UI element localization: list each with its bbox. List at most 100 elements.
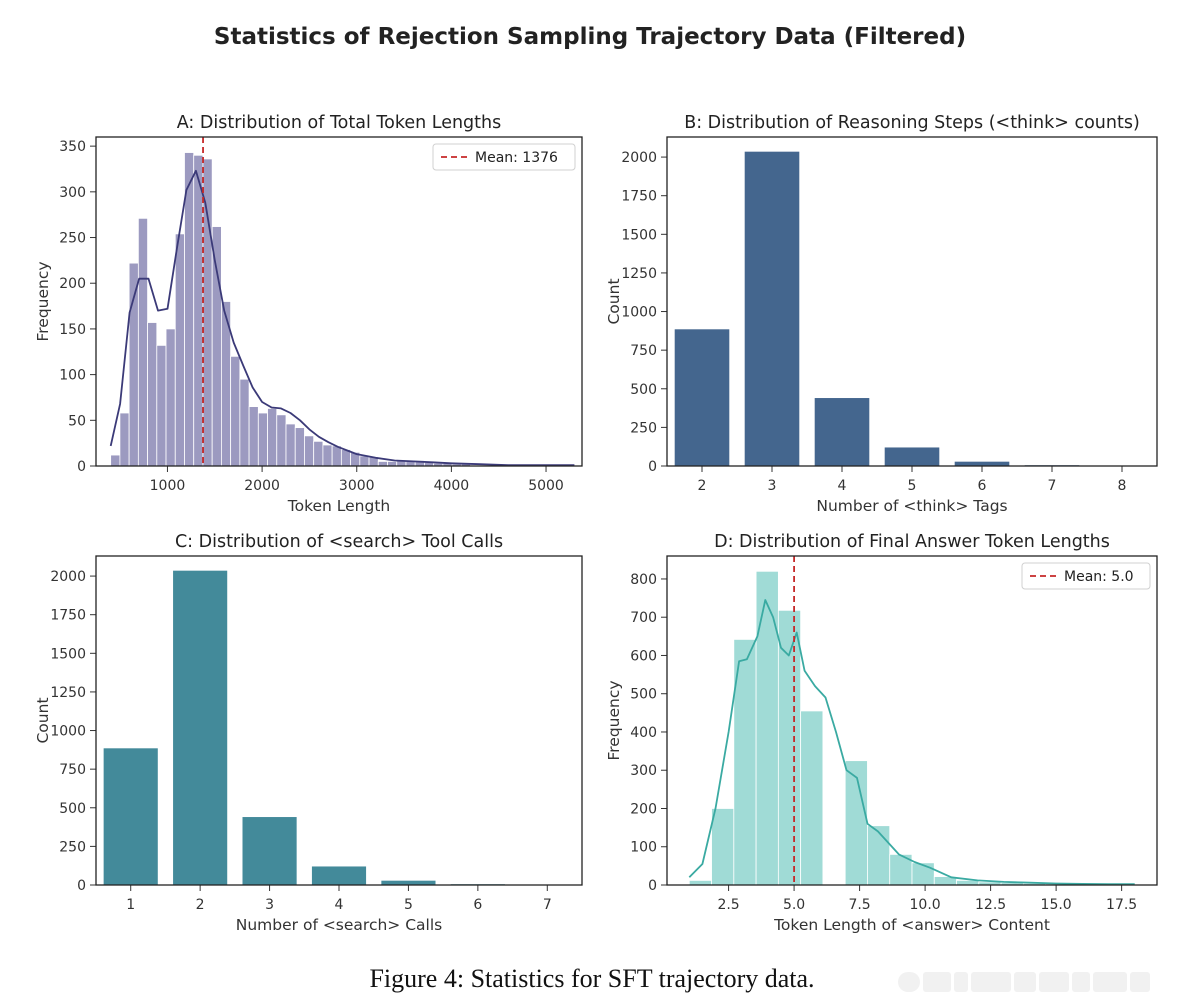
- histogram-bar: [276, 414, 287, 467]
- histogram-bar: [285, 423, 296, 467]
- y-axis-label: Frequency: [605, 680, 623, 760]
- x-tick-label: 6: [978, 478, 987, 494]
- y-tick-label: 250: [59, 231, 86, 247]
- chart-panel-d: Mean: 5.0 2.5 5.0 7.5 10.0 12.5 15.0 17.5 0 100 20…: [605, 532, 1180, 934]
- x-tick-label: 4: [838, 478, 847, 494]
- y-axis-label: Count: [605, 278, 623, 324]
- y-tick-label: 400: [630, 725, 657, 741]
- axes-frame: [666, 136, 1158, 467]
- histogram-bar: [867, 825, 891, 886]
- y-tick-label: 100: [59, 368, 86, 384]
- histogram-bar: [202, 158, 213, 467]
- x-tick-label: 7: [543, 897, 552, 913]
- x-tick-label: 5.0: [783, 897, 805, 913]
- axes-frame: [95, 555, 583, 886]
- y-tick-label: 200: [59, 276, 86, 292]
- histogram-bar: [174, 233, 185, 467]
- y-tick-label: 1500: [621, 227, 657, 243]
- x-tick-label: 3000: [339, 478, 375, 494]
- y-tick-label: 1500: [50, 646, 86, 662]
- histogram-bar: [844, 760, 868, 886]
- bar: [884, 447, 940, 466]
- histogram-bar: [165, 328, 176, 467]
- x-tick-label: 7: [1048, 478, 1057, 494]
- x-tick-label: 3: [265, 897, 274, 913]
- figure-caption: Figure 4: Statistics for SFT trajectory …: [369, 964, 815, 993]
- x-tick-label: 10.0: [910, 897, 941, 913]
- chart-panel-b: 2 3 4 5 6 7 8 0 250 500 750 1000 1250 1500 1750 2000 B: …: [605, 113, 1158, 515]
- histogram-bar: [377, 461, 388, 467]
- y-tick-label: 0: [648, 459, 657, 475]
- histogram-bar: [294, 427, 305, 467]
- x-tick-label: 15.0: [1041, 897, 1072, 913]
- x-tick-label: 4000: [434, 478, 470, 494]
- y-tick-label: 0: [77, 459, 86, 475]
- x-axis-label: Number of <think> Tags: [816, 497, 1007, 515]
- histogram-bar: [248, 406, 259, 467]
- y-tick-label: 500: [59, 801, 86, 817]
- histogram-bar: [755, 570, 779, 886]
- axes-frame: [666, 555, 1158, 886]
- axes-frame: [95, 136, 583, 467]
- y-tick-label: 500: [630, 382, 657, 398]
- watermark-placeholder: [898, 972, 1168, 994]
- y-tick-label: 500: [630, 687, 657, 703]
- bar: [954, 461, 1010, 466]
- histogram-bar: [304, 435, 315, 467]
- histogram-bar: [193, 154, 204, 467]
- y-tick-label: 250: [630, 420, 657, 436]
- x-axis-label: Number of <search> Calls: [236, 916, 442, 934]
- x-tick-label: 5: [908, 478, 917, 494]
- x-tick-label: 4: [335, 897, 344, 913]
- x-tick-label: 2000: [244, 478, 280, 494]
- histogram-bar: [956, 880, 980, 886]
- y-tick-label: 0: [648, 878, 657, 894]
- histogram-bar: [147, 322, 158, 467]
- bar: [173, 570, 228, 885]
- x-tick-label: 8: [1118, 478, 1127, 494]
- y-tick-label: 0: [77, 878, 86, 894]
- legend-box: [432, 143, 576, 171]
- histogram-bar: [211, 226, 222, 467]
- bar: [674, 329, 730, 466]
- y-tick-label: 1250: [621, 266, 657, 282]
- histogram-bar: [359, 455, 370, 467]
- y-tick-label: 1000: [621, 305, 657, 321]
- x-tick-label: 1: [126, 897, 135, 913]
- x-tick-label: 2: [698, 478, 707, 494]
- y-tick-label: 1750: [50, 608, 86, 624]
- y-tick-label: 800: [630, 572, 657, 588]
- x-tick-label: 1000: [150, 478, 186, 494]
- histogram-bar: [110, 454, 121, 467]
- figure-suptitle: Statistics of Rejection Sampling Traject…: [214, 24, 966, 50]
- histogram-bar: [711, 808, 735, 886]
- x-tick-label: 17.5: [1106, 897, 1137, 913]
- y-tick-label: 2000: [50, 569, 86, 585]
- histogram-bar: [267, 408, 278, 467]
- y-axis-label: Count: [34, 697, 52, 743]
- x-axis-label: Token Length: [287, 497, 391, 515]
- x-tick-label: 12.5: [975, 897, 1006, 913]
- histogram-bar: [128, 262, 139, 467]
- y-tick-label: 350: [59, 139, 86, 155]
- y-tick-label: 750: [630, 343, 657, 359]
- x-tick-label: 7.5: [848, 897, 870, 913]
- y-tick-label: 300: [59, 185, 86, 201]
- bar: [381, 880, 436, 885]
- y-tick-label: 50: [68, 413, 86, 429]
- legend-box: [1021, 562, 1151, 590]
- bar: [242, 817, 297, 885]
- histogram-bar: [322, 444, 333, 467]
- y-tick-label: 1750: [621, 189, 657, 205]
- y-tick-label: 1000: [50, 724, 86, 740]
- y-tick-label: 300: [630, 763, 657, 779]
- chart-title: B: Distribution of Reasoning Steps (<thi…: [684, 113, 1140, 133]
- histogram-bar: [156, 344, 167, 467]
- histogram-bar: [911, 862, 935, 886]
- histogram-bar: [331, 445, 342, 467]
- histogram-bar: [688, 880, 712, 886]
- histogram-bar: [239, 378, 250, 467]
- y-tick-label: 600: [630, 648, 657, 664]
- x-tick-label: 5: [404, 897, 413, 913]
- bar: [814, 398, 870, 466]
